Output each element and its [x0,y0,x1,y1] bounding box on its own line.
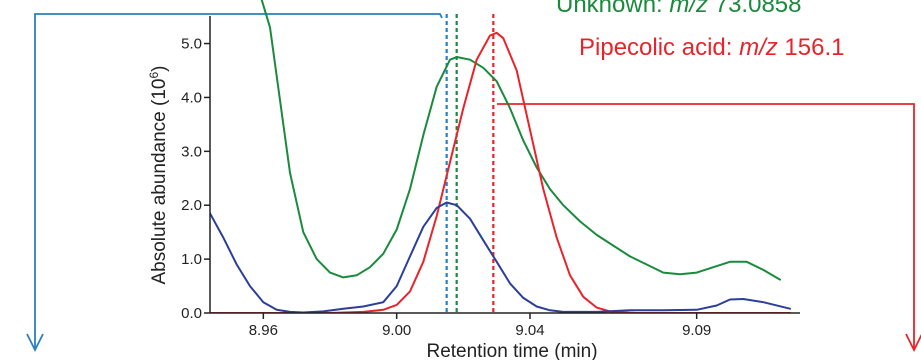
legend: Unknown: m/z 73.0858 Pipecolic acid: m/z… [556,0,844,61]
y-axis-title-close: ) [149,65,170,71]
y-tick-label-0: 0.0 [181,305,202,322]
y-tick-label-3: 3.0 [181,143,202,160]
legend-label-unknown: Unknown: m/z 73.0858 [556,0,801,18]
x-tick-label-0: 8.96 [249,322,278,339]
x-axis-title: Retention time (min) [426,341,597,360]
legend-pipecolic-value: 156.1 [778,34,845,61]
legend-label-pipecolic: Pipecolic acid: m/z 156.1 [579,34,844,61]
blue-connector-line [34,13,443,348]
svg-text:Absolute abundance (106): Absolute abundance (106) [147,65,170,284]
legend-pipecolic-mz: m/z [739,34,778,61]
red-arrowhead [905,333,921,353]
legend-pipecolic-prefix: Pipecolic acid: [579,34,739,61]
y-tick-label-5: 5.0 [181,36,202,53]
y-axis-title: Absolute abundance (106) [147,65,170,284]
y-tick-label-1: 1.0 [181,251,202,268]
legend-unknown-prefix: Unknown: [556,0,669,18]
axes: 0.0 1.0 2.0 3.0 4.0 5.0 8.96 9.00 9.04 9.09 [181,16,800,339]
plot-area [210,0,791,313]
x-tick-label-3: 9.09 [682,322,711,339]
series-line-1 [210,31,791,313]
legend-unknown-value: 73.0858 [708,0,801,18]
series-line-2 [210,201,791,313]
y-axis-title-exponent: 6 [147,72,161,79]
y-tick-label-2: 2.0 [181,197,202,214]
blue-arrowhead [26,333,44,353]
x-tick-label-2: 9.04 [515,322,544,339]
x-tick-label-1: 9.00 [382,322,411,339]
connector-arrows [26,13,921,353]
legend-unknown-mz: m/z [669,0,708,18]
red-connector-line [497,103,915,348]
y-tick-label-4: 4.0 [181,89,202,106]
series-line-0 [260,0,781,281]
y-axis-title-base: Absolute abundance (10 [149,79,170,285]
